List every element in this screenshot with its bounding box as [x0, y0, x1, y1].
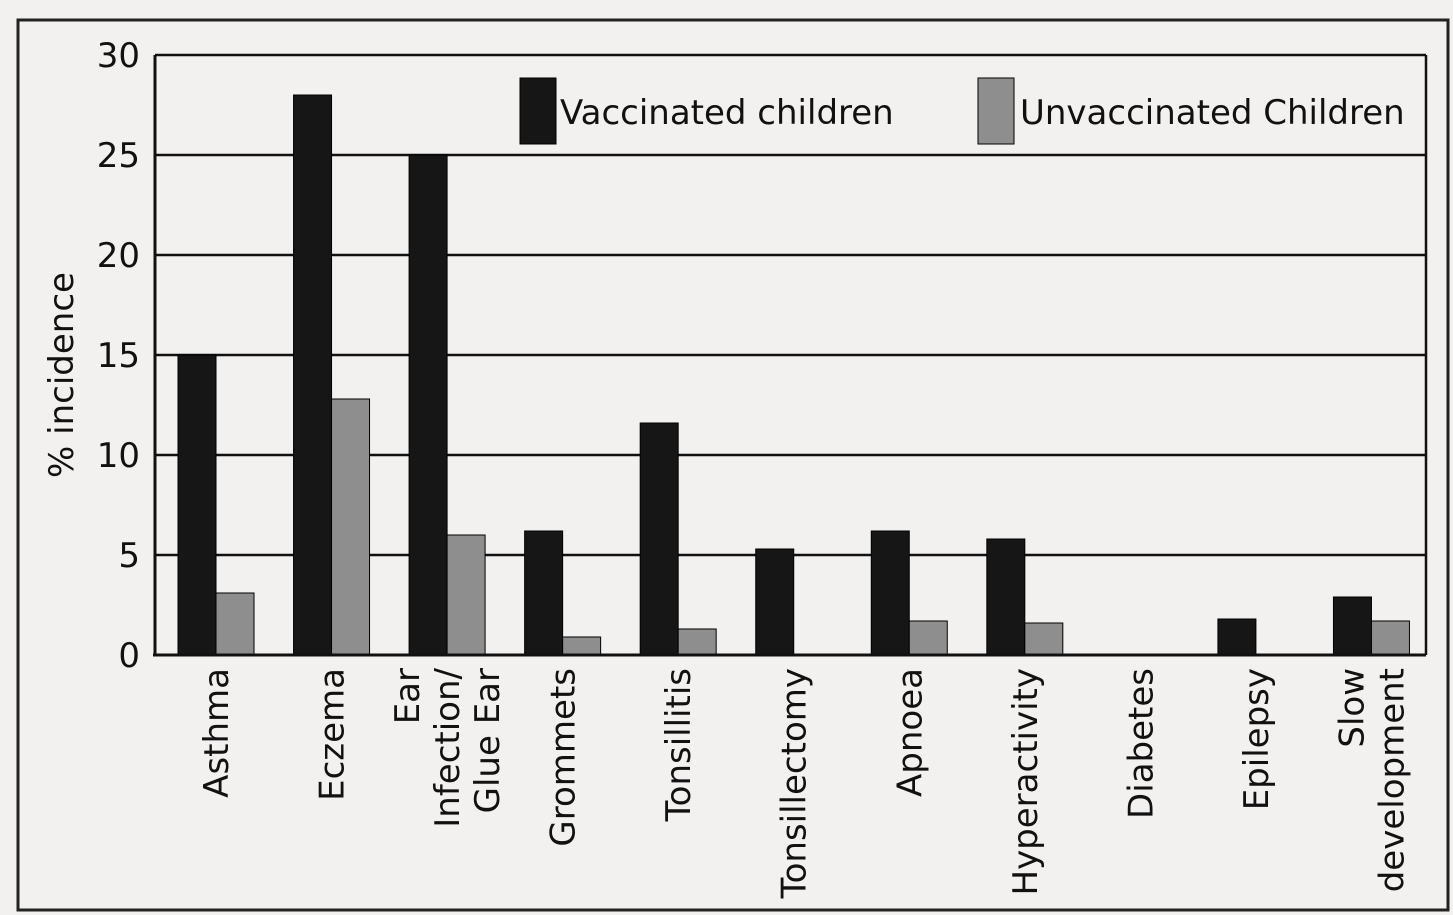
x-tick-label-line: Apnoea [890, 668, 930, 797]
figure-border [16, 18, 1450, 912]
bar-vaccinated [293, 94, 333, 656]
x-tick-label-line: Ear [388, 668, 428, 724]
legend-label: Unvaccinated Children [1020, 93, 1405, 133]
x-tick-label-line: Tonsillitis [659, 668, 699, 822]
y-tick-label: 15 [97, 336, 140, 376]
x-tick-label-line: development [1372, 668, 1412, 892]
x-tick-label-line: Eczema [313, 668, 353, 801]
y-tick-label: 5 [118, 536, 140, 576]
x-tick-label: Eczema [313, 668, 353, 801]
x-tick-label: Epilepsy [1237, 668, 1277, 810]
x-tick-label: Hyperactivity [1006, 668, 1046, 896]
bar-unvaccinated [331, 398, 371, 656]
bar-unvaccinated [908, 620, 948, 656]
bar-unvaccinated [446, 534, 486, 656]
x-tick-label: Slow development [1332, 668, 1412, 892]
bar-vaccinated [1217, 618, 1257, 656]
x-tick-label-line: Infection/ [428, 667, 468, 827]
bar-vaccinated [986, 538, 1026, 656]
x-tick-label: Diabetes [1121, 668, 1161, 819]
bars [177, 94, 1410, 656]
x-tick-label-line: Glue Ear [468, 668, 508, 813]
bar-vaccinated [1332, 596, 1372, 656]
y-tick-label: 0 [118, 636, 140, 676]
y-tick-labels: 0 5 10 15 20 25 30 [97, 36, 140, 676]
bar-vaccinated [870, 530, 910, 656]
x-tick-label-line: Epilepsy [1237, 668, 1277, 810]
bar-vaccinated [177, 354, 217, 656]
x-tick-label-line: Grommets [544, 668, 584, 847]
x-tick-label: Grommets [544, 668, 584, 847]
x-tick-labels: Asthma Eczema Ear Infection/Glue Ear Grommet… [197, 667, 1412, 899]
legend-box [500, 68, 1420, 150]
bar-unvaccinated [1370, 620, 1410, 656]
x-tick-label-line: Asthma [197, 668, 237, 798]
bar-unvaccinated [215, 592, 255, 656]
x-tick-label-line: Diabetes [1121, 668, 1161, 819]
y-tick-label: 30 [97, 36, 140, 76]
x-tick-label: Tonsillectomy [775, 668, 815, 899]
x-tick-label: Ear Infection/Glue Ear [388, 667, 508, 827]
legend-label: Vaccinated children [560, 93, 894, 133]
legend-swatch [977, 77, 1015, 145]
bar-vaccinated [408, 154, 448, 656]
axes [153, 53, 1428, 657]
x-tick-label: Tonsillitis [659, 668, 699, 822]
bar-vaccinated [639, 422, 679, 656]
bar-vaccinated [755, 548, 795, 656]
bar-unvaccinated [677, 628, 717, 656]
y-tick-label: 10 [97, 436, 140, 476]
bar-unvaccinated [562, 636, 602, 656]
x-tick-label-line: Tonsillectomy [775, 668, 815, 899]
x-tick-label-line: Slow [1332, 668, 1372, 748]
y-tick-label: 20 [97, 236, 140, 276]
x-tick-label: Asthma [197, 668, 237, 798]
bar-vaccinated [524, 530, 564, 656]
x-tick-label: Apnoea [890, 668, 930, 797]
bar-unvaccinated [1024, 622, 1064, 656]
legend-swatch [519, 77, 557, 145]
x-tick-label-line: Hyperactivity [1006, 668, 1046, 896]
legend: Vaccinated children Unvaccinated Children [500, 68, 1420, 150]
y-axis-title: % incidence [42, 272, 82, 478]
y-tick-label: 25 [97, 136, 140, 176]
